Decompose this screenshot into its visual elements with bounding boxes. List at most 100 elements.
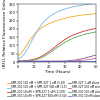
SPR-327 1 uM alone: [80, 58, 81, 60]
SPR-327 1 uM alone: [89, 56, 90, 57]
SPR-330 10 nM + SPR-327 1 uM (1:100): [92, 28, 94, 30]
SPR-330 10 nM + SPR-327 1 uM (1:100): [46, 53, 47, 54]
SPR-330 10 nM + SPR-327 500 nM (1:50): [83, 34, 84, 35]
SPR-327 500 nM alone: [20, 61, 22, 62]
SPR-330 100 nM alone: [92, 61, 94, 62]
SPR-330 100 nM alone: [33, 61, 34, 62]
SPR-330 100 nM + SPR-327 500 nM (1:5): [55, 12, 56, 14]
SPR-327 1 uM alone: [39, 61, 40, 62]
SPR-330 10 nM + SPR-327 500 nM (1:50): [46, 55, 47, 56]
SPR-330 10 nM alone: [52, 61, 53, 62]
SPR-330 10 nM alone: [77, 61, 78, 62]
SPR-330 100 nM alone: [27, 61, 28, 62]
SPR-327 1 uM alone: [52, 61, 53, 62]
SPR-330 100 nM alone: [61, 61, 62, 62]
SPR-327 500 nM alone: [86, 59, 87, 60]
SPR-330 100 nM alone: [36, 61, 37, 62]
SPR-327 500 nM alone: [67, 61, 69, 62]
SPR-330 10 nM alone: [27, 61, 28, 62]
SPR-327 500 nM alone: [30, 61, 31, 62]
SPR-330 10 nM + SPR-327 500 nM (1:50): [42, 56, 44, 58]
SPR-330 100 nM + SPR-327 1 uM (1:10): [83, 14, 84, 16]
SPR-330 100 nM + SPR-327 1 uM (1:10): [70, 16, 72, 18]
SPR-327 1 uM alone: [67, 60, 69, 61]
SPR-330 100 nM + SPR-327 500 nM (1:5): [89, 4, 90, 5]
SPR-330 10 nM alone: [17, 61, 19, 62]
SPR-330 10 nM alone: [67, 61, 69, 62]
SPR-330 10 nM + SPR-327 1 uM (1:100): [39, 57, 40, 58]
SPR-330 100 nM + SPR-327 500 nM (1:5): [24, 53, 25, 55]
SPR-330 100 nM + SPR-327 500 nM (1:5): [27, 48, 28, 50]
SPR-330 10 nM + SPR-327 1 uM (1:100): [74, 34, 75, 35]
SPR-327 500 nM alone: [46, 61, 47, 62]
SPR-330 10 nM + SPR-327 1 uM (1:100): [61, 41, 62, 42]
SPR-330 10 nM + SPR-327 1 uM (1:100): [80, 32, 81, 33]
SPR-330 10 nM + SPR-327 500 nM (1:50): [80, 35, 81, 36]
SPR-330 100 nM + SPR-327 500 nM (1:5): [17, 58, 19, 60]
SPR-330 100 nM + SPR-327 500 nM (1:5): [92, 3, 94, 4]
SPR-330 100 nM + SPR-327 1 uM (1:10): [58, 20, 59, 21]
SPR-330 100 nM + SPR-327 1 uM (1:10): [77, 15, 78, 16]
SPR-330 100 nM + SPR-327 500 nM (1:5): [95, 3, 97, 4]
SPR-330 10 nM + SPR-327 500 nM (1:50): [58, 46, 59, 47]
SPR-327 1 uM alone: [17, 61, 19, 62]
SPR-330 100 nM alone: [80, 61, 81, 62]
SPR-330 10 nM alone: [55, 61, 56, 62]
SPR-330 10 nM alone: [80, 61, 81, 62]
SPR-327 1 uM alone: [70, 60, 72, 61]
SPR-330 100 nM + SPR-327 500 nM (1:5): [83, 4, 84, 6]
SPR-330 10 nM alone: [30, 61, 31, 62]
SPR-330 100 nM + SPR-327 500 nM (1:5): [77, 5, 78, 7]
SPR-330 10 nM + SPR-327 1 uM (1:100): [58, 44, 59, 45]
SPR-330 10 nM alone: [42, 61, 44, 62]
Line: SPR-330 10 nM + SPR-327 1 uM (1:100): SPR-330 10 nM + SPR-327 1 uM (1:100): [18, 28, 96, 61]
SPR-330 10 nM + SPR-327 500 nM (1:50): [74, 37, 75, 38]
SPR-330 100 nM alone: [64, 61, 65, 62]
SPR-330 10 nM + SPR-327 1 uM (1:100): [36, 58, 37, 59]
SPR-330 10 nM + SPR-327 500 nM (1:50): [64, 42, 65, 43]
SPR-330 10 nM + SPR-327 500 nM (1:50): [27, 60, 28, 61]
SPR-327 500 nM alone: [33, 61, 34, 62]
SPR-330 100 nM alone: [89, 61, 90, 62]
SPR-330 100 nM + SPR-327 1 uM (1:10): [20, 52, 22, 54]
SPR-330 100 nM + SPR-327 500 nM (1:5): [46, 19, 47, 20]
SPR-330 10 nM + SPR-327 1 uM (1:100): [49, 51, 50, 52]
SPR-330 10 nM + SPR-327 500 nM (1:50): [33, 59, 34, 61]
SPR-330 100 nM alone: [30, 61, 31, 62]
SPR-330 100 nM + SPR-327 1 uM (1:10): [27, 44, 28, 45]
SPR-330 10 nM + SPR-327 500 nM (1:50): [36, 59, 37, 60]
SPR-330 10 nM + SPR-327 500 nM (1:50): [86, 33, 87, 34]
SPR-327 1 uM alone: [77, 59, 78, 60]
Line: SPR-327 500 nM alone: SPR-327 500 nM alone: [18, 58, 96, 61]
SPR-327 500 nM alone: [24, 61, 25, 62]
SPR-330 10 nM + SPR-327 500 nM (1:50): [39, 58, 40, 59]
SPR-330 100 nM + SPR-327 500 nM (1:5): [20, 57, 22, 58]
SPR-327 500 nM alone: [64, 61, 65, 62]
SPR-327 500 nM alone: [36, 61, 37, 62]
SPR-330 10 nM + SPR-327 1 uM (1:100): [52, 48, 53, 50]
SPR-327 1 uM alone: [74, 60, 75, 61]
SPR-330 100 nM alone: [83, 61, 84, 62]
SPR-330 100 nM alone: [55, 61, 56, 62]
SPR-330 100 nM + SPR-327 500 nM (1:5): [52, 14, 53, 15]
SPR-330 10 nM + SPR-327 1 uM (1:100): [20, 60, 22, 62]
SPR-330 10 nM alone: [83, 61, 84, 62]
SPR-330 100 nM alone: [77, 61, 78, 62]
SPR-327 500 nM alone: [17, 61, 19, 62]
SPR-330 10 nM + SPR-327 500 nM (1:50): [92, 32, 94, 33]
Legend: SPR-330 100 nM + SPR-327 1 uM (1:10), SPR-330 100 nM + SPR-327 500 nM (1:5), SPR: SPR-330 100 nM + SPR-327 1 uM (1:10), SP…: [7, 81, 100, 99]
SPR-330 100 nM + SPR-327 1 uM (1:10): [95, 13, 97, 14]
SPR-330 10 nM + SPR-327 1 uM (1:100): [67, 37, 69, 38]
SPR-330 100 nM + SPR-327 500 nM (1:5): [64, 8, 65, 10]
SPR-330 10 nM + SPR-327 500 nM (1:50): [61, 44, 62, 45]
SPR-330 100 nM alone: [95, 61, 97, 62]
SPR-330 100 nM + SPR-327 1 uM (1:10): [89, 14, 90, 15]
SPR-330 10 nM + SPR-327 500 nM (1:50): [67, 40, 69, 41]
Line: SPR-330 10 nM + SPR-327 500 nM (1:50): SPR-330 10 nM + SPR-327 500 nM (1:50): [18, 32, 96, 61]
SPR-330 10 nM + SPR-327 1 uM (1:100): [17, 61, 19, 62]
SPR-327 500 nM alone: [61, 61, 62, 62]
SPR-330 100 nM + SPR-327 1 uM (1:10): [64, 18, 65, 19]
SPR-330 100 nM + SPR-327 500 nM (1:5): [33, 37, 34, 38]
SPR-330 100 nM + SPR-327 500 nM (1:5): [61, 10, 62, 11]
SPR-330 10 nM + SPR-327 500 nM (1:50): [24, 60, 25, 62]
